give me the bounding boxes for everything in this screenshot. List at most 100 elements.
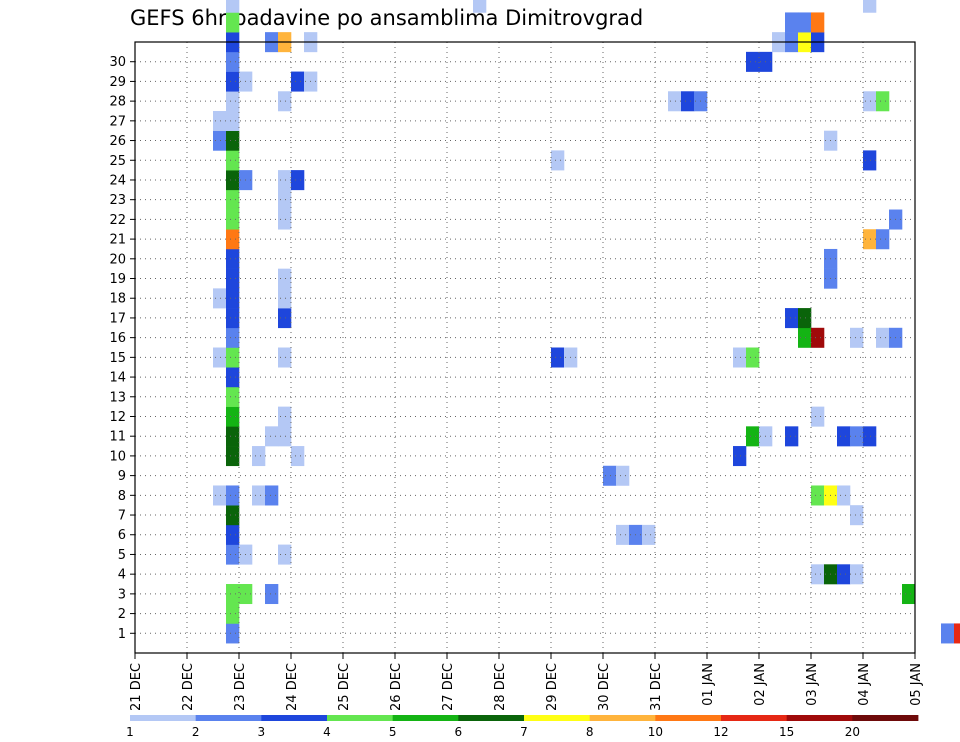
- heatmap-cell: [278, 91, 292, 112]
- y-tick-label: 22: [109, 213, 126, 228]
- legend-label: 5: [389, 725, 397, 739]
- heatmap-cell: [226, 130, 240, 151]
- heatmap-cell: [863, 150, 877, 171]
- heatmap-cell: [278, 288, 292, 309]
- heatmap-cell: [226, 12, 240, 33]
- legend-label: 3: [258, 725, 266, 739]
- heatmap-cell: [213, 485, 227, 506]
- heatmap-cell: [863, 0, 877, 13]
- legend-swatch: [130, 715, 197, 721]
- heatmap-cell: [226, 505, 240, 526]
- y-tick-label: 27: [109, 114, 126, 129]
- heatmap-cell: [551, 150, 565, 171]
- heatmap-cell: [226, 71, 240, 92]
- heatmap-cell: [668, 91, 682, 112]
- x-tick-label: 25 DEC: [337, 663, 352, 711]
- heatmap-cell: [473, 0, 487, 13]
- x-tick-label: 02 JAN: [753, 663, 768, 706]
- legend-swatch: [261, 715, 328, 721]
- x-tick-label: 21 DEC: [129, 663, 144, 711]
- heatmap-cell: [226, 268, 240, 289]
- grid-layer: [135, 42, 915, 653]
- heatmap-cell: [798, 327, 812, 348]
- heatmap-cell: [226, 524, 240, 545]
- y-tick-label: 20: [109, 252, 126, 267]
- heatmap-cell: [226, 603, 240, 624]
- heatmap-cell: [551, 347, 565, 368]
- y-tick-label: 19: [109, 272, 126, 287]
- y-tick-label: 15: [109, 351, 126, 366]
- y-tick-label: 8: [118, 489, 126, 504]
- heatmap-cell: [226, 248, 240, 269]
- heatmap-cell: [278, 308, 292, 329]
- heatmap-cell: [954, 623, 960, 644]
- heatmap-cell: [226, 406, 240, 427]
- y-tick-label: 10: [109, 449, 126, 464]
- x-tick-label: 24 DEC: [285, 663, 300, 711]
- heatmap-cell: [226, 386, 240, 407]
- heatmap-cell: [226, 623, 240, 644]
- legend-swatch: [392, 715, 459, 721]
- legend-swatch: [589, 715, 656, 721]
- heatmap-cell: [226, 150, 240, 171]
- x-tick-label: 29 DEC: [545, 663, 560, 711]
- x-tick-label: 01 JAN: [701, 663, 716, 706]
- heatmap-cell: [226, 51, 240, 72]
- heatmap-cell: [226, 367, 240, 388]
- heatmap-cell: [863, 229, 877, 250]
- heatmap-cell: [278, 544, 292, 565]
- heatmap-cell: [226, 209, 240, 230]
- legend-label: 15: [779, 725, 794, 739]
- heatmap-cell: [291, 71, 305, 92]
- heatmap-cell: [837, 564, 851, 585]
- y-tick-label: 2: [118, 607, 126, 622]
- y-tick-label: 29: [109, 75, 126, 90]
- y-tick-label: 9: [118, 469, 126, 484]
- heatmap-cell: [252, 485, 266, 506]
- heatmap-cell: [278, 347, 292, 368]
- heatmap-cell: [850, 564, 864, 585]
- y-tick-label: 14: [109, 371, 126, 386]
- heatmap-cell: [226, 584, 240, 605]
- heatmap-cell: [226, 0, 240, 13]
- heatmap-cell: [278, 189, 292, 210]
- y-tick-label: 6: [118, 528, 126, 543]
- legend-label: 8: [586, 725, 594, 739]
- x-tick-label: 31 DEC: [649, 663, 664, 711]
- y-tick-label: 21: [109, 233, 126, 248]
- heatmap-cell: [850, 327, 864, 348]
- legend: 1 2 3 4 5 6 7 8 10 12 15 20: [126, 715, 919, 739]
- heatmap-cell: [291, 170, 305, 191]
- heatmap-cell: [265, 485, 279, 506]
- legend-label: 2: [192, 725, 200, 739]
- heatmap-cell: [603, 465, 617, 486]
- x-tick-label: 26 DEC: [389, 663, 404, 711]
- y-tick-label: 25: [109, 154, 126, 169]
- heatmap-cell: [213, 130, 227, 151]
- heatmap-cell: [863, 91, 877, 112]
- heatmap-cell: [811, 406, 825, 427]
- heatmap-cell: [941, 623, 955, 644]
- legend-label: 10: [648, 725, 663, 739]
- heatmap-cell: [278, 406, 292, 427]
- y-tick-label: 30: [109, 55, 126, 70]
- heatmap-cell: [291, 446, 305, 467]
- plot-frame: [134, 41, 916, 654]
- heatmap-cell: [226, 229, 240, 250]
- heatmap-cell: [213, 288, 227, 309]
- heatmap-cell: [226, 189, 240, 210]
- heatmap-cell: [837, 426, 851, 447]
- heatmap-cell: [226, 426, 240, 447]
- legend-swatch: [852, 715, 919, 721]
- heatmap-cell: [226, 446, 240, 467]
- x-tick-label: 30 DEC: [597, 663, 612, 711]
- heatmap-cell: [278, 209, 292, 230]
- legend-swatch: [655, 715, 722, 721]
- heatmap-cell: [265, 426, 279, 447]
- heatmap-cell: [746, 347, 760, 368]
- y-tick-label: 26: [109, 134, 126, 149]
- heatmap-cell: [278, 170, 292, 191]
- x-tick-label: 03 JAN: [805, 663, 820, 706]
- heatmap-cell: [226, 288, 240, 309]
